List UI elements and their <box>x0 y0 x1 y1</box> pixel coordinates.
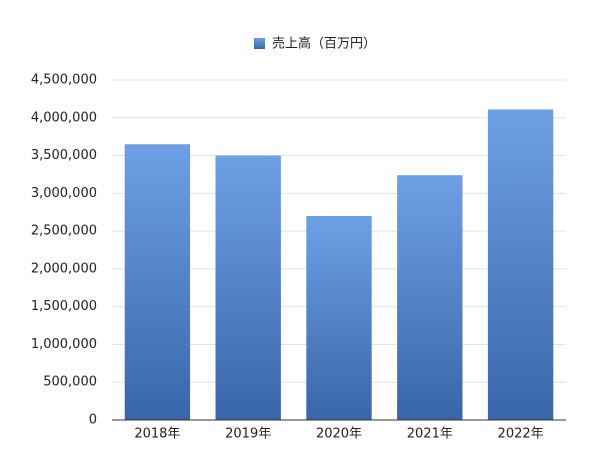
bar <box>124 144 191 420</box>
y-tick-label: 1,000,000 <box>31 337 97 352</box>
bar <box>487 109 554 420</box>
x-tick-label: 2022年 <box>498 427 544 442</box>
legend-swatch <box>254 38 265 49</box>
y-tick-label: 2,000,000 <box>31 261 97 276</box>
bar <box>215 155 281 421</box>
y-tick-label: 4,000,000 <box>31 110 97 125</box>
x-tick-label: 2021年 <box>407 427 453 442</box>
y-tick-label: 0 <box>89 413 97 428</box>
bar <box>397 175 463 420</box>
legend-label: 売上高（百万円） <box>272 36 376 52</box>
y-tick-label: 4,500,000 <box>31 73 97 88</box>
y-tick-label: 500,000 <box>43 375 97 390</box>
y-tick-label: 3,000,000 <box>31 186 97 201</box>
y-tick-label: 3,500,000 <box>31 148 97 163</box>
y-tick-label: 2,500,000 <box>31 224 97 239</box>
x-tick-label: 2020年 <box>316 427 362 442</box>
x-tick-label: 2018年 <box>134 427 180 442</box>
y-tick-label: 1,500,000 <box>31 299 97 314</box>
bar <box>306 216 372 420</box>
x-tick-label: 2019年 <box>225 427 271 442</box>
